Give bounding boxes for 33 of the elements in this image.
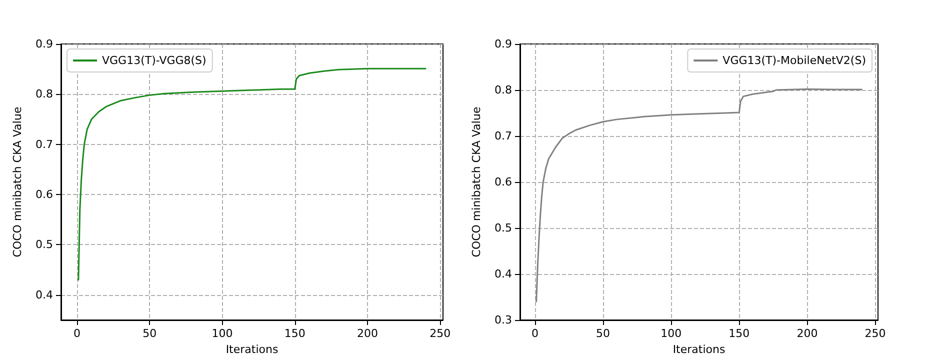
- y-axis-title: COCO minibatch CKA Value: [11, 106, 24, 258]
- y-tick-label: 0.8: [36, 88, 53, 101]
- x-tick-label: 0: [531, 327, 538, 340]
- y-tick-label: 0.9: [36, 38, 53, 50]
- legend-label: VGG13(T)-MobileNetV2(S): [722, 54, 866, 67]
- x-tick-label: 100: [212, 327, 233, 340]
- line-series: [78, 68, 426, 281]
- y-tick-label: 0.4: [494, 268, 512, 280]
- y-tick-label: 0.5: [36, 238, 53, 252]
- y-tick-label: 0.6: [36, 188, 53, 202]
- x-tick-label: 200: [356, 327, 378, 340]
- x-tick-label: 50: [596, 327, 610, 340]
- y-tick-label: 0.5: [494, 222, 512, 234]
- y-tick-label: 0.7: [494, 130, 512, 142]
- x-tick-label: 150: [284, 327, 306, 340]
- legend-label: VGG13(T)-VGG8(S): [102, 54, 206, 67]
- y-tick-label: 0.6: [494, 176, 512, 188]
- x-tick-label: 250: [864, 327, 886, 340]
- y-tick-label: 0.7: [36, 138, 53, 151]
- y-tick-label: 0.9: [494, 38, 512, 50]
- x-axis-title: Iterations: [672, 342, 726, 356]
- x-tick-label: 200: [796, 327, 818, 340]
- x-tick-label: 0: [73, 327, 80, 340]
- x-tick-label: 50: [142, 327, 157, 340]
- y-tick-label: 0.8: [494, 84, 512, 96]
- y-tick-label: 0.4: [36, 288, 53, 302]
- y-tick-label: 0.3: [494, 314, 512, 326]
- y-axis-title: COCO minibatch CKA Value: [470, 106, 483, 258]
- x-tick-label: 250: [430, 327, 451, 340]
- x-axis-title: Iterations: [226, 342, 278, 356]
- x-tick-label: 100: [660, 327, 682, 340]
- line-series: [536, 88, 862, 302]
- x-tick-label: 150: [728, 327, 750, 340]
